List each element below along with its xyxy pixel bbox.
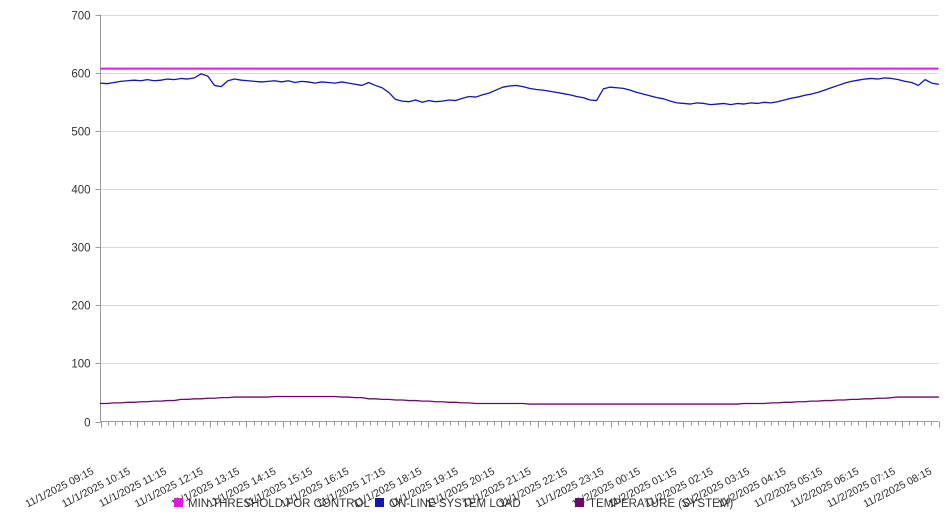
gridlines-group bbox=[100, 15, 939, 364]
y-axis-tick-label: 700 bbox=[71, 11, 90, 23]
y-axis-tick-label: 400 bbox=[71, 185, 90, 197]
legend-item-label: TEMPERATURE (SYSTEM) bbox=[589, 498, 733, 510]
y-axis-tick-label: 0 bbox=[84, 418, 90, 430]
legend-item-label: MIN THRESHOLD FOR CONTROL bbox=[188, 498, 370, 510]
chart-legend: MIN THRESHOLD FOR CONTROL ON-LINE SYSTEM … bbox=[174, 498, 733, 510]
legend-swatch bbox=[174, 498, 183, 507]
y-axis-tick-label: 600 bbox=[71, 69, 90, 81]
y-axis-group: 700 600 500 400 300 200 100 0 bbox=[71, 11, 101, 430]
legend-swatch bbox=[575, 498, 584, 507]
y-axis-tick-label: 100 bbox=[71, 359, 90, 371]
y-axis-tick-label: 300 bbox=[71, 243, 90, 255]
legend-swatch bbox=[375, 498, 384, 507]
y-axis-tick-label: 500 bbox=[71, 127, 90, 139]
series-line bbox=[99, 73, 940, 106]
legend-item-label: ON-LINE SYSTEM LOAD bbox=[389, 498, 521, 510]
y-axis-tick-label: 200 bbox=[71, 301, 90, 313]
series-line bbox=[99, 395, 940, 405]
x-axis-group bbox=[100, 421, 940, 428]
series-group bbox=[99, 67, 940, 405]
